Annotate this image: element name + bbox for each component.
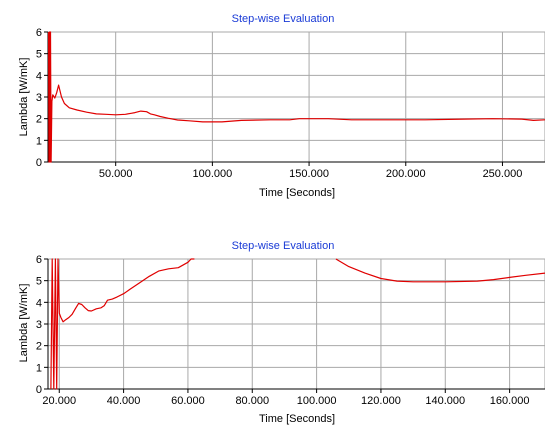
y-tick-label: 2 (36, 114, 42, 126)
x-tick-label: 140.000 (425, 395, 465, 407)
series-line (335, 258, 545, 283)
chart-bottom: Step-wise Evaluation Time [Seconds] Lamb… (18, 240, 545, 425)
y-tick-label: 4 (36, 297, 42, 309)
y-tick-label: 2 (36, 341, 42, 353)
y-tick-label: 3 (36, 319, 42, 331)
x-axis-label: Time [Seconds] (259, 187, 335, 199)
x-tick-label: 100.000 (192, 168, 232, 180)
x-tick-label: 160.000 (490, 395, 530, 407)
x-tick-label: 40.000 (107, 395, 141, 407)
y-tick-label: 3 (36, 92, 42, 104)
grid-lines (48, 31, 545, 162)
x-tick-label: 120.000 (361, 395, 401, 407)
series-lines (48, 31, 545, 163)
y-tick-label: 5 (36, 276, 42, 288)
chart-top: Step-wise Evaluation Time [Seconds] Lamb… (18, 13, 545, 199)
x-tick-label: 50.000 (99, 168, 133, 180)
x-axis-label: Time [Seconds] (259, 413, 335, 425)
x-tick-label: 80.000 (235, 395, 269, 407)
x-tick-label: 20.000 (42, 395, 76, 407)
x-tick-label: 200.000 (386, 168, 426, 180)
series-lines (50, 258, 545, 390)
y-axis-label: Lambda [W/mK] (18, 58, 30, 137)
x-ticks: 50.000 100.000 150.000 200.000 250.000 (99, 162, 522, 180)
series-line (50, 258, 195, 390)
y-tick-label: 1 (36, 362, 42, 374)
x-ticks: 20.000 40.000 60.000 80.000 100.000 120.000 14… (42, 389, 529, 407)
series-line (48, 31, 545, 163)
y-tick-label: 5 (36, 49, 42, 61)
y-axis-label: Lambda [W/mK] (18, 284, 30, 363)
chart-title: Step-wise Evaluation (232, 13, 335, 25)
y-tick-label: 6 (36, 27, 42, 39)
y-tick-label: 4 (36, 70, 42, 82)
x-tick-label: 100.000 (297, 395, 337, 407)
y-tick-label: 1 (36, 135, 42, 147)
y-tick-label: 0 (36, 384, 42, 396)
y-ticks: 0 1 2 3 4 5 6 (36, 27, 48, 169)
y-ticks: 0 1 2 3 4 5 6 (36, 254, 48, 396)
x-tick-label: 60.000 (171, 395, 205, 407)
grid-lines (48, 258, 545, 389)
y-tick-label: 0 (36, 157, 42, 169)
x-tick-label: 150.000 (289, 168, 329, 180)
chart-title: Step-wise Evaluation (232, 240, 335, 252)
x-tick-label: 250.000 (483, 168, 523, 180)
y-tick-label: 6 (36, 254, 42, 266)
